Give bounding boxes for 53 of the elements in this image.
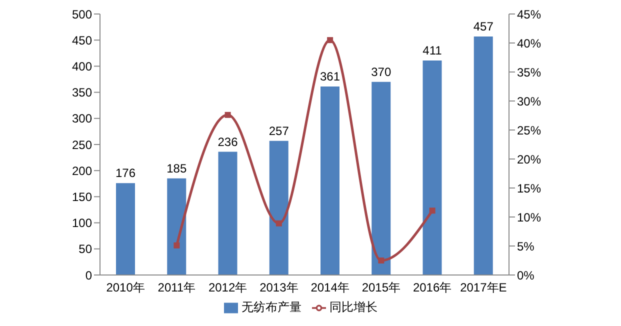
data-label: 176 — [115, 166, 136, 180]
bar — [269, 140, 288, 275]
y2-tick-label: 45% — [517, 7, 542, 22]
x-tick-label: 2017年E — [460, 280, 507, 295]
data-label: 361 — [320, 70, 340, 84]
y2-tick-label: 40% — [517, 36, 542, 50]
legend-label: 同比增长 — [330, 300, 378, 314]
bar — [474, 36, 493, 275]
y-tick-label: 450 — [72, 33, 92, 48]
y2-tick-label: 15% — [517, 181, 542, 196]
y2-tick-label: 20% — [517, 152, 542, 166]
bar — [167, 178, 186, 275]
point — [224, 112, 231, 118]
data-label: 457 — [473, 19, 494, 34]
legend-label: 无纺布产量 — [242, 300, 302, 314]
data-label: 236 — [218, 134, 238, 149]
y2-tick-label: 35% — [517, 65, 542, 80]
point — [378, 258, 384, 264]
point — [429, 208, 436, 214]
y-tick-label: 300 — [72, 112, 92, 126]
x-tick-label: 2011年 — [158, 280, 196, 295]
y-tick-label: 250 — [72, 138, 92, 152]
y-tick-label: 200 — [72, 164, 92, 178]
point — [174, 242, 180, 248]
x-tick-label: 2010年 — [106, 280, 145, 295]
y2-tick-label: 30% — [517, 94, 542, 108]
y-tick-label: 400 — [72, 59, 92, 74]
point — [327, 37, 334, 44]
y-tick-label: 150 — [72, 190, 92, 204]
x-tick-label: 2016年 — [412, 280, 452, 295]
bar — [218, 152, 238, 275]
data-label: 185 — [166, 161, 187, 176]
y-tick-label: 50 — [78, 242, 92, 256]
bar — [372, 82, 391, 275]
bar — [320, 86, 340, 275]
y2-tick-label: 0% — [517, 268, 535, 282]
data-label: 411 — [422, 43, 442, 58]
y-tick-label: 100 — [72, 216, 92, 230]
y-tick-label: 0 — [85, 268, 92, 282]
data-label: 370 — [371, 64, 392, 79]
y2-tick-label: 25% — [517, 123, 542, 138]
bar — [116, 183, 135, 275]
y-tick-label: 500 — [72, 7, 92, 22]
y2-tick-label: 5% — [517, 239, 535, 254]
y2-tick-label: 10% — [517, 210, 542, 224]
y-tick-label: 350 — [72, 86, 92, 100]
x-tick-label: 2015年 — [362, 280, 401, 295]
point — [276, 220, 282, 226]
x-tick-label: 2014年 — [310, 280, 350, 295]
data-label: 257 — [268, 124, 290, 138]
bar — [422, 60, 442, 275]
x-tick-label: 2013年 — [260, 280, 298, 295]
x-tick-label: 2012年 — [208, 280, 248, 295]
